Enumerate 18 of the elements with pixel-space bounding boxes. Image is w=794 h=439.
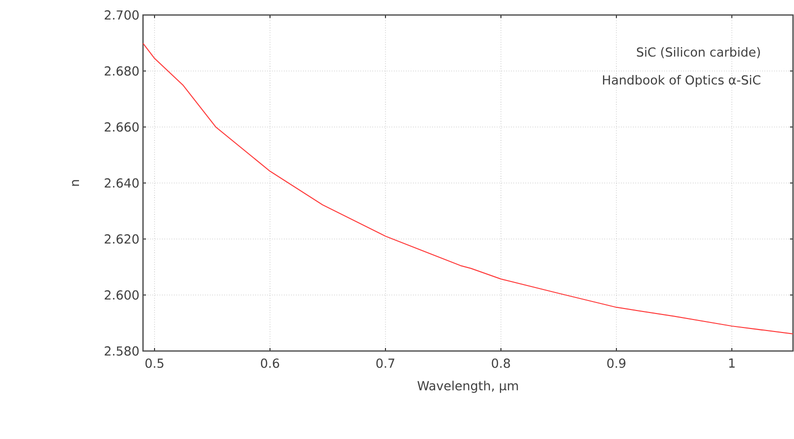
y-tick-label: 2.660 (104, 122, 139, 132)
x-axis-title: Wavelength, µm (417, 380, 518, 393)
y-tick-label: 2.640 (104, 178, 139, 188)
y-tick-label: 2.600 (104, 290, 139, 300)
y-tick-label: 2.620 (104, 234, 139, 244)
x-tick-label: 0.8 (492, 358, 510, 368)
y-tick-label: 2.700 (104, 10, 139, 20)
x-tick-label: 0.9 (607, 358, 626, 368)
annotation: Handbook of Optics α-SiC (603, 74, 760, 88)
x-tick-label: 1 (729, 358, 735, 368)
y-tick-label: 2.680 (104, 66, 139, 76)
annotation: SiC (Silicon carbide) (636, 47, 760, 58)
x-tick-label: 0.6 (260, 358, 280, 368)
line-series (143, 42, 794, 334)
y-tick-label: 2.580 (104, 346, 139, 356)
x-tick-label: 0.7 (376, 358, 394, 368)
x-tick-label: 0.5 (145, 358, 164, 368)
y-axis-title: n (72, 180, 79, 186)
